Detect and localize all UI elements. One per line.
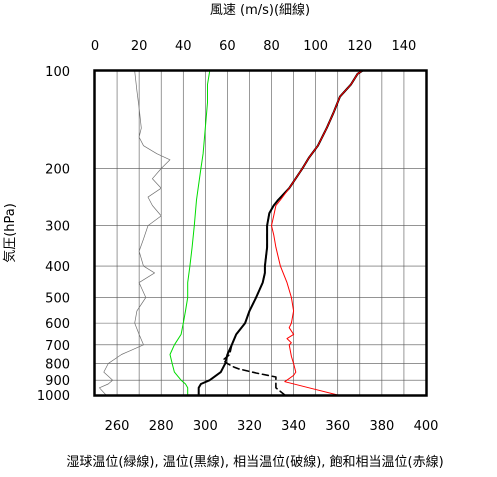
- bottom-tick-label: 380: [369, 419, 394, 434]
- left-tick-label: 200: [45, 163, 70, 178]
- plot-frame: [93, 69, 428, 397]
- top-tick-label: 60: [219, 39, 236, 54]
- left-tick-label: 500: [45, 291, 70, 306]
- top-tick-label: 100: [303, 39, 328, 54]
- series-line: [271, 70, 363, 396]
- axis-ticks: 260 280 300 320 340 360 380 400 0 20 40 60 80 100 120 1…: [37, 39, 439, 434]
- top-tick-label: 120: [347, 39, 372, 54]
- bottom-tick-label: 280: [149, 419, 174, 434]
- bottom-tick-label: 360: [325, 419, 350, 434]
- series-line: [222, 70, 363, 396]
- series-line: [99, 70, 171, 396]
- top-tick-label: 140: [392, 39, 417, 54]
- top-tick-label: 20: [131, 39, 148, 54]
- plot-series: [99, 70, 363, 396]
- bottom-axis-label: 湿球温位(緑線), 温位(黒線), 相当温位(破線), 飽和相当温位(赤線): [66, 454, 443, 470]
- left-tick-label: 100: [45, 65, 70, 80]
- top-tick-label: 40: [175, 39, 192, 54]
- left-tick-label: 300: [45, 220, 70, 235]
- bottom-tick-label: 340: [281, 419, 306, 434]
- left-tick-label: 900: [45, 374, 70, 389]
- top-tick-label: 80: [263, 39, 280, 54]
- bottom-tick-label: 300: [193, 419, 218, 434]
- left-tick-label: 1000: [37, 389, 70, 404]
- left-tick-label: 600: [45, 317, 70, 332]
- bottom-tick-label: 400: [414, 419, 439, 434]
- left-tick-label: 800: [45, 358, 70, 373]
- grid: [95, 71, 426, 395]
- top-tick-label: 0: [91, 39, 99, 54]
- left-tick-label: 400: [45, 260, 70, 275]
- top-axis-label: 風速 (m/s)(細線): [210, 2, 310, 18]
- left-tick-label: 700: [45, 339, 70, 354]
- series-line: [169, 70, 211, 396]
- bottom-tick-label: 320: [237, 419, 262, 434]
- left-axis-label: 気圧(hPa): [2, 203, 18, 263]
- bottom-tick-label: 260: [105, 419, 130, 434]
